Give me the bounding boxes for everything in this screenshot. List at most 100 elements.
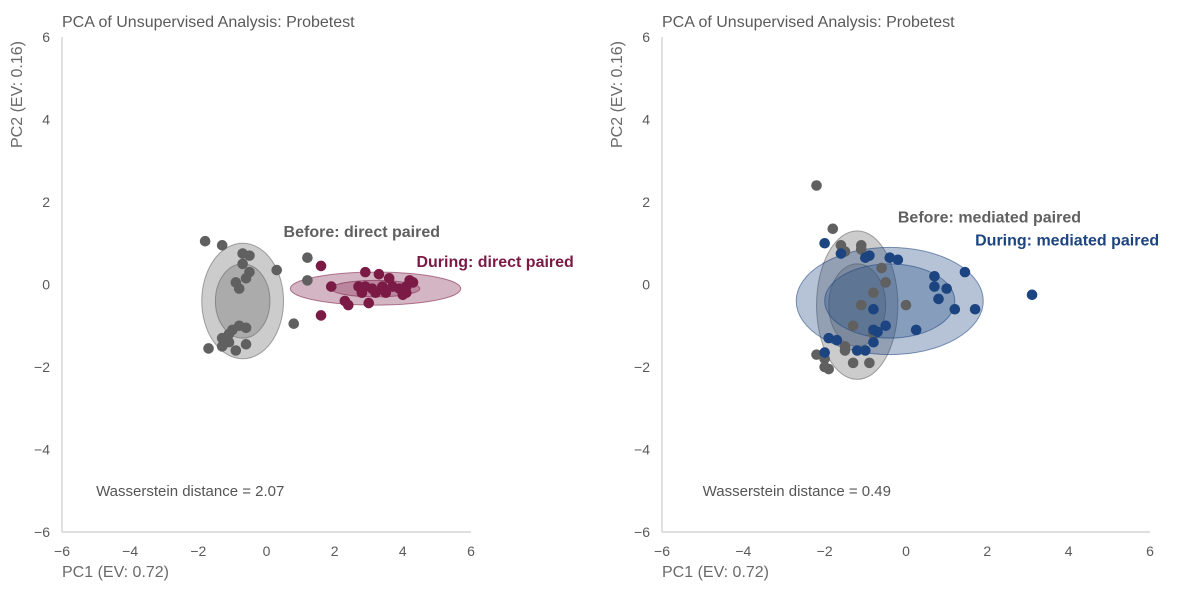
- confidence-ellipse-inner: [824, 263, 956, 339]
- data-point: [363, 297, 375, 309]
- y-tick-label: 6: [42, 29, 50, 45]
- data-point: [271, 264, 283, 276]
- data-point: [216, 341, 228, 352]
- x-tick-label: 2: [331, 543, 339, 559]
- x-tick-label: 4: [399, 543, 407, 559]
- data-point: [199, 235, 211, 247]
- y-tick-label: −2: [634, 359, 650, 375]
- data-point: [397, 289, 409, 301]
- x-axis-label: PC1 (EV: 0.72): [62, 564, 169, 581]
- data-point: [876, 262, 887, 274]
- data-point: [343, 299, 354, 311]
- data-point: [819, 347, 830, 358]
- y-tick-label: −6: [34, 524, 50, 540]
- x-tick-label: 0: [263, 543, 271, 559]
- confidence-ellipse-outer: [201, 242, 285, 360]
- x-tick-label: −4: [122, 543, 138, 559]
- data-point: [847, 357, 859, 369]
- wasserstein-annotation: Wasserstein distance = 2.07: [96, 483, 284, 500]
- data-point: [892, 254, 904, 266]
- data-point: [868, 287, 879, 299]
- data-point: [872, 326, 883, 338]
- data-point: [880, 277, 891, 288]
- data-point: [949, 303, 961, 315]
- x-tick-label: −6: [54, 543, 70, 559]
- data-point: [356, 287, 368, 299]
- y-tick-label: 0: [42, 277, 50, 293]
- data-point: [864, 357, 875, 369]
- group-label: Before: direct paired: [284, 224, 440, 241]
- data-point: [835, 248, 847, 259]
- data-point: [941, 283, 952, 294]
- data-point: [959, 266, 971, 278]
- y-tick-label: 0: [642, 277, 650, 293]
- data-point: [240, 273, 252, 284]
- data-point: [864, 250, 875, 261]
- data-point: [240, 322, 252, 334]
- data-point: [370, 287, 381, 299]
- data-point: [851, 345, 863, 356]
- pca-plot-mediated: PCA of Unsupervised Analysis: Probetest −…: [609, 14, 1159, 581]
- data-point: [929, 281, 940, 292]
- y-tick-label: 2: [642, 194, 650, 210]
- data-point: [868, 303, 879, 315]
- y-tick-label: 4: [42, 112, 50, 128]
- data-point: [839, 345, 851, 356]
- chart-title: PCA of Unsupervised Analysis: Probetest: [62, 14, 355, 31]
- data-point: [929, 270, 940, 282]
- data-point: [288, 318, 300, 329]
- group-label: Before: mediated paired: [898, 210, 1081, 227]
- data-point: [373, 268, 385, 280]
- data-point: [811, 349, 822, 360]
- data-point: [315, 260, 327, 272]
- data-point: [868, 336, 879, 348]
- x-axis-label: PC1 (EV: 0.72): [662, 564, 769, 581]
- group-label: During: mediated paired: [975, 232, 1159, 249]
- data-point: [325, 281, 337, 292]
- data-point: [380, 287, 392, 299]
- x-tick-label: 2: [983, 543, 991, 559]
- pca-plot-direct: PCA of Unsupervised Analysis: Probetest −…: [9, 14, 574, 581]
- y-tick-label: −4: [634, 442, 650, 458]
- data-point: [884, 252, 896, 263]
- x-tick-label: −4: [735, 543, 751, 559]
- data-point: [203, 343, 214, 354]
- data-point: [855, 244, 867, 255]
- data-point: [823, 363, 835, 375]
- data-point: [819, 237, 830, 249]
- y-tick-label: 6: [642, 29, 650, 45]
- data-point: [360, 266, 371, 278]
- data-point: [383, 273, 395, 284]
- data-point: [860, 345, 871, 356]
- data-point: [315, 310, 327, 321]
- y-tick-label: −6: [634, 524, 650, 540]
- data-point: [831, 334, 843, 346]
- data-point: [933, 293, 944, 305]
- data-point: [302, 252, 313, 263]
- data-point: [827, 223, 839, 235]
- x-tick-label: 4: [1065, 543, 1073, 559]
- data-point: [847, 320, 859, 332]
- chart-title: PCA of Unsupervised Analysis: Probetest: [662, 14, 955, 31]
- data-point: [811, 180, 822, 191]
- y-tick-label: −4: [34, 442, 50, 458]
- data-point: [407, 277, 419, 288]
- data-point: [910, 324, 922, 336]
- data-point: [855, 299, 867, 311]
- data-point: [233, 283, 245, 294]
- y-axis-label: PC2 (EV: 0.16): [609, 41, 626, 148]
- data-point: [1026, 289, 1038, 301]
- y-axis-label: PC2 (EV: 0.16): [9, 41, 26, 148]
- x-tick-label: −2: [817, 543, 833, 559]
- group-label: During: direct paired: [416, 254, 573, 271]
- data-point: [244, 250, 255, 261]
- data-point: [969, 303, 981, 315]
- x-tick-label: 0: [902, 543, 910, 559]
- y-tick-label: −2: [34, 359, 50, 375]
- x-tick-label: 6: [467, 543, 475, 559]
- y-tick-label: 4: [642, 112, 650, 128]
- data-point: [880, 320, 891, 332]
- y-tick-label: 2: [42, 194, 50, 210]
- data-point: [823, 332, 835, 344]
